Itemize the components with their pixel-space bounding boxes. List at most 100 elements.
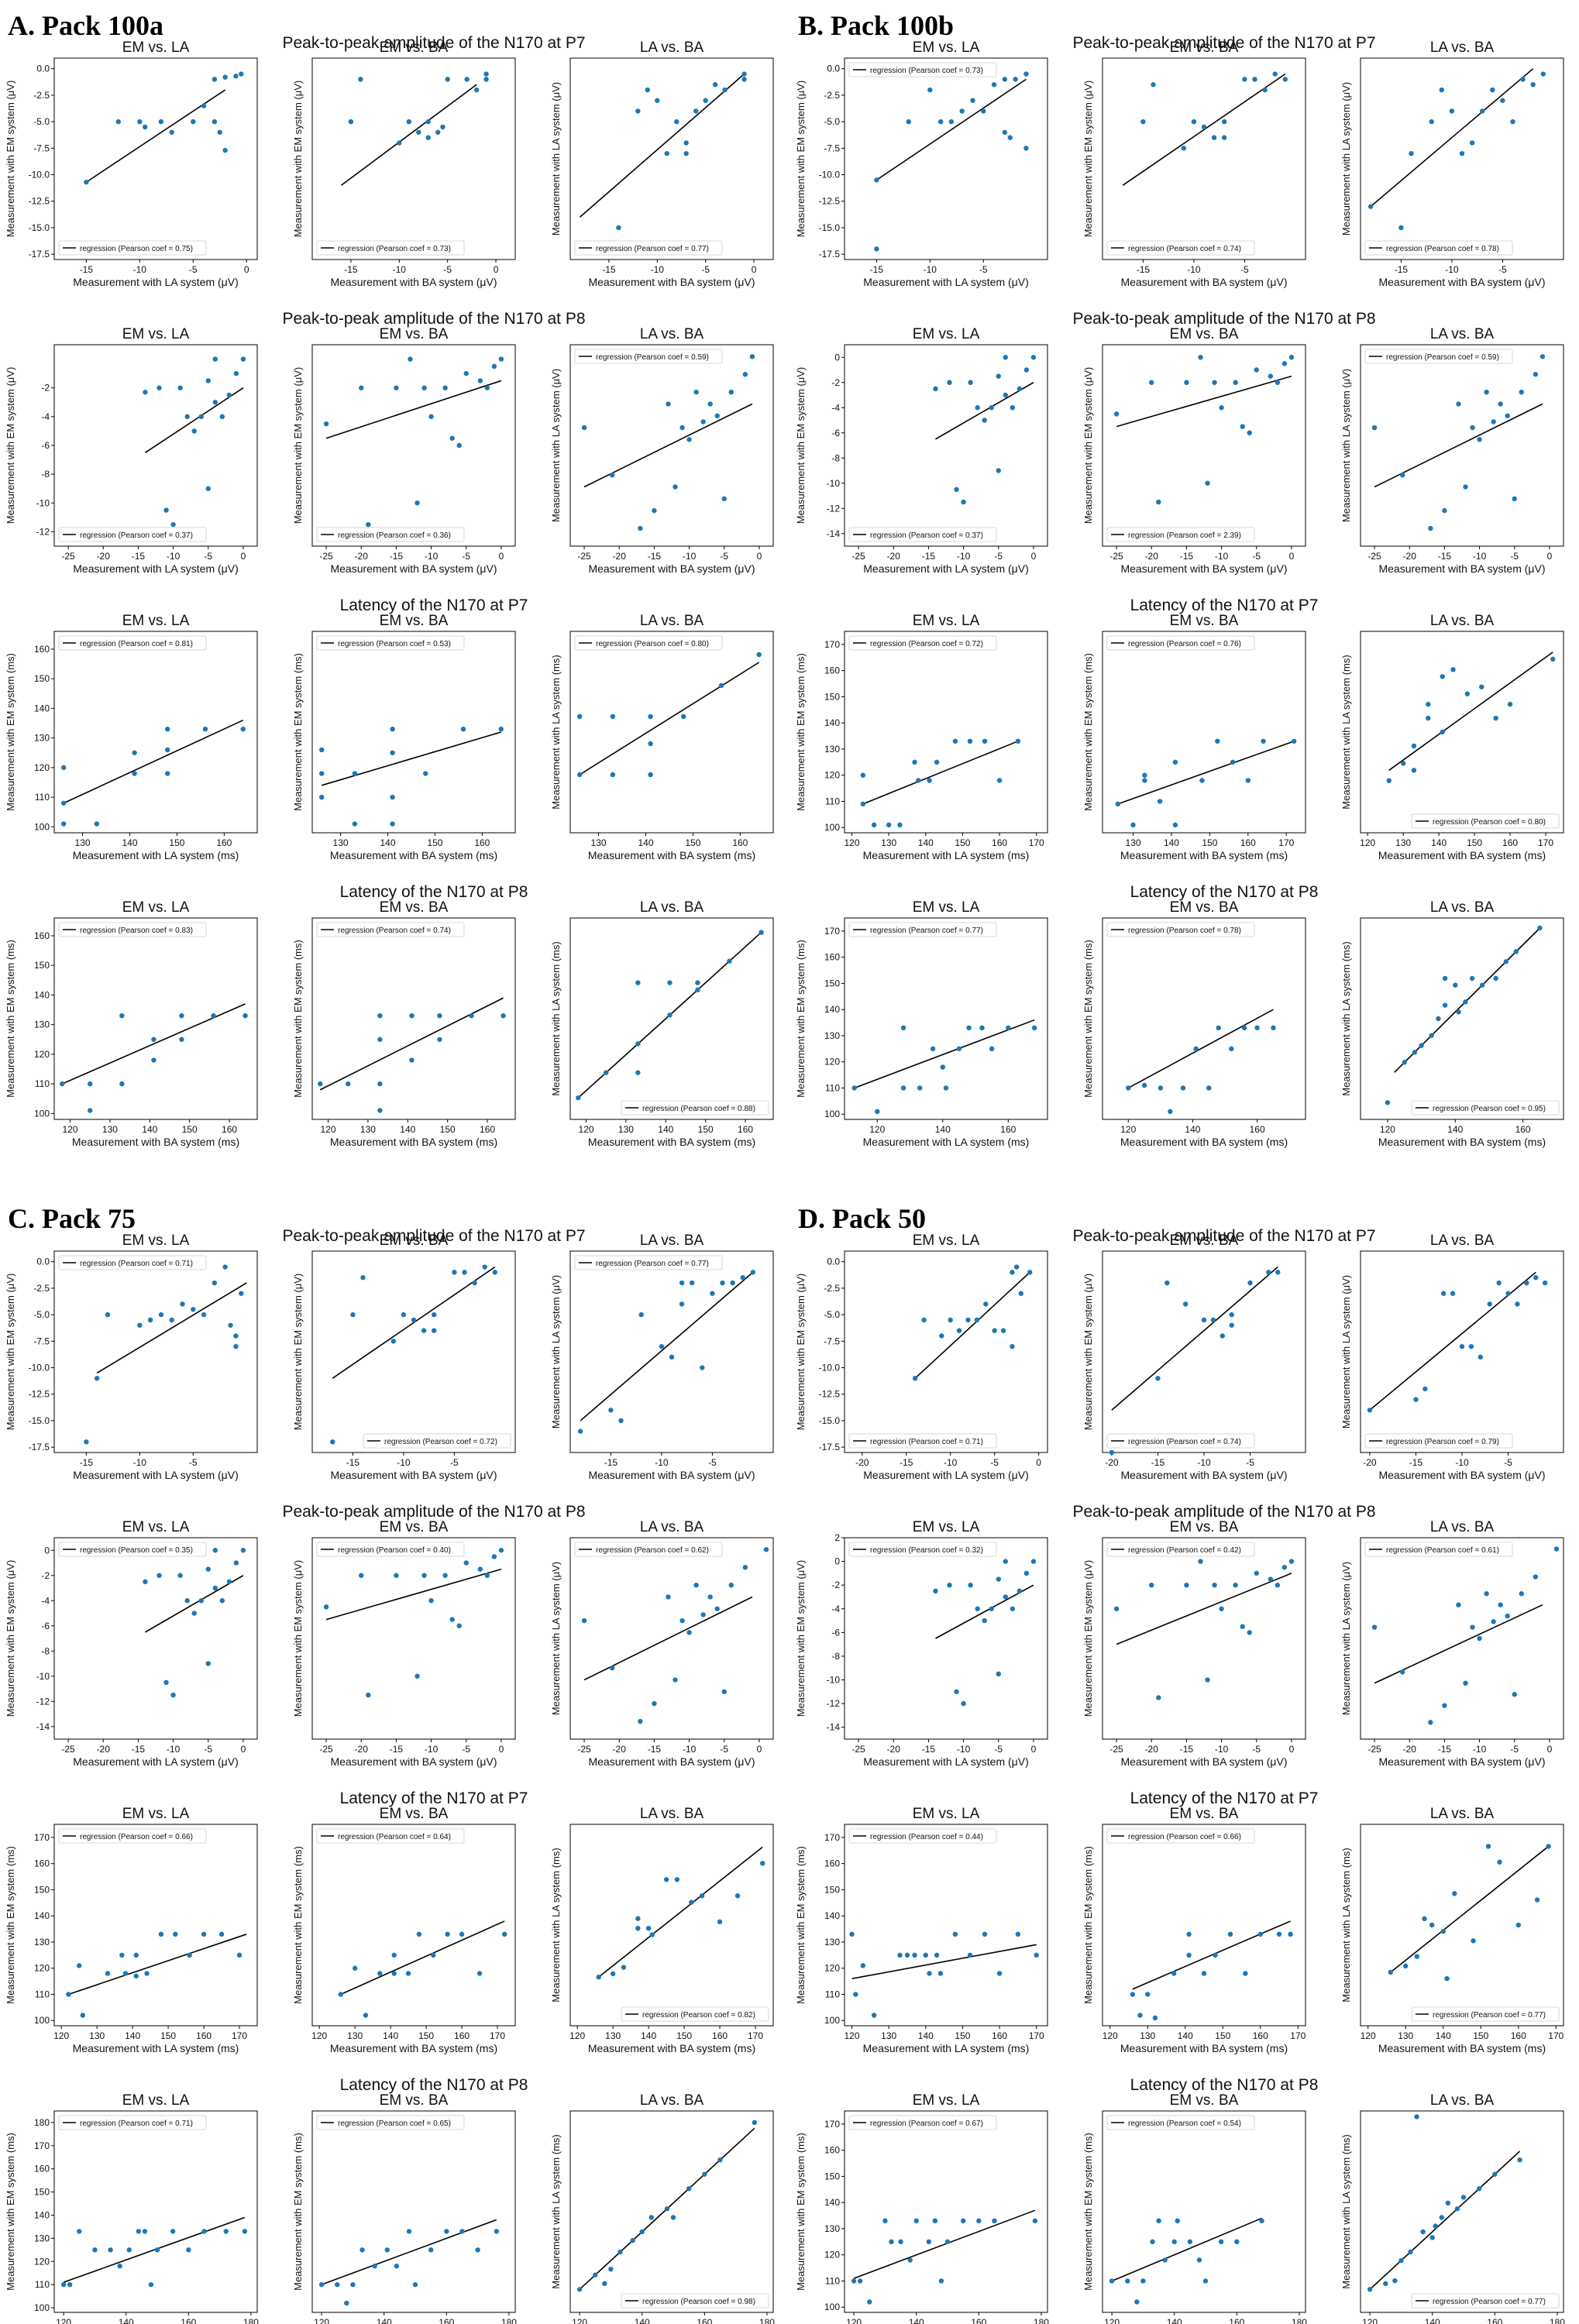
data-point xyxy=(1471,1938,1476,1944)
x-tick-label: -5 xyxy=(701,264,710,275)
data-point xyxy=(1211,135,1217,140)
legend-text: regression (Pearson coef = 0.37) xyxy=(870,531,983,540)
data-point xyxy=(693,389,699,395)
x-axis-label: Measurement with LA system (μV) xyxy=(863,1755,1028,1768)
regression-line xyxy=(580,1271,754,1422)
data-point xyxy=(667,980,673,985)
data-point xyxy=(1449,108,1455,114)
data-point xyxy=(648,741,653,747)
plot-frame xyxy=(311,1537,516,1740)
data-point xyxy=(686,2186,692,2192)
panel-subtitle: LA vs. BA xyxy=(640,1519,704,1535)
legend-text: regression (Pearson coef = 0.77) xyxy=(596,245,709,253)
data-point xyxy=(927,87,933,93)
y-tick-label: 0.0 xyxy=(36,1257,50,1267)
x-axis-label: Measurement with BA system (ms) xyxy=(1120,1136,1288,1148)
plot-frame xyxy=(311,2110,516,2313)
data-point xyxy=(1400,473,1405,478)
x-tick-label: 140 xyxy=(1185,1124,1200,1135)
data-point xyxy=(1187,2239,1193,2245)
data-point xyxy=(875,1109,880,1115)
plot-frame xyxy=(844,917,1048,1120)
y-tick-label: 170 xyxy=(34,2140,50,2151)
x-tick-label: 170 xyxy=(490,2030,505,2041)
data-point xyxy=(1414,2114,1419,2119)
data-point xyxy=(1442,1002,1448,1008)
regression-line xyxy=(1116,1573,1292,1645)
plot-frame xyxy=(844,2110,1048,2313)
x-tick-label: -10 xyxy=(397,1457,411,1468)
regression-line xyxy=(1132,1920,1291,1990)
data-point xyxy=(1524,1280,1529,1286)
data-point xyxy=(1386,778,1392,783)
data-point xyxy=(477,1566,483,1572)
data-point xyxy=(1171,2239,1177,2245)
y-tick-label: -4 xyxy=(831,402,840,413)
data-point xyxy=(1497,1859,1502,1865)
x-tick-label: 150 xyxy=(169,837,184,848)
x-tick-label: -5 xyxy=(1504,1457,1512,1468)
data-point xyxy=(970,98,975,103)
legend-text: regression (Pearson coef = 0.72) xyxy=(870,640,983,648)
x-tick-label: 0 xyxy=(1547,551,1553,562)
legend: regression (Pearson coef = 0.66) xyxy=(1106,1828,1255,1844)
x-tick-label: -15 xyxy=(132,551,146,562)
data-point xyxy=(359,385,364,390)
legend-text: regression (Pearson coef = 0.77) xyxy=(870,927,983,935)
x-tick-label: 150 xyxy=(955,837,970,848)
data-point xyxy=(223,2229,229,2234)
data-point xyxy=(437,1012,442,1019)
data-point xyxy=(1507,701,1513,707)
x-tick-label: -5 xyxy=(720,1744,728,1755)
x-tick-label: 160 xyxy=(732,837,748,848)
data-point xyxy=(686,437,692,442)
y-tick-label: 150 xyxy=(34,960,50,971)
data-point xyxy=(1445,2200,1451,2206)
legend: regression (Pearson coef = 0.61) xyxy=(1364,1542,1513,1557)
data-point xyxy=(390,794,395,800)
plot-frame xyxy=(1102,1824,1306,2027)
plot-frame xyxy=(1102,1537,1306,1740)
x-tick-label: 0 xyxy=(241,1744,246,1755)
legend: regression (Pearson coef = 0.77) xyxy=(574,240,723,256)
data-point xyxy=(700,419,706,425)
data-point xyxy=(1477,1635,1482,1642)
y-tick-label: 120 xyxy=(824,1963,840,1974)
legend: regression (Pearson coef = 0.77) xyxy=(848,922,997,937)
panel-subtitle: EM vs. BA xyxy=(380,2092,449,2109)
data-point xyxy=(1130,1992,1136,1997)
y-tick-label: 160 xyxy=(824,2145,840,2156)
data-point xyxy=(904,1952,910,1958)
data-point xyxy=(1171,1971,1177,1976)
x-tick-label: 160 xyxy=(1000,1124,1016,1135)
data-point xyxy=(576,772,583,778)
y-axis-label: Measurement with LA system (ms) xyxy=(550,2134,562,2288)
pack-label: A. Pack 100a xyxy=(8,10,163,41)
y-axis-label: Measurement with EM system (μV) xyxy=(5,1560,16,1717)
data-point xyxy=(1498,401,1503,407)
legend-text: regression (Pearson coef = 0.72) xyxy=(384,1438,497,1446)
data-point xyxy=(1201,1317,1207,1323)
regression-line xyxy=(319,997,504,1091)
legend: regression (Pearson coef = 0.74) xyxy=(1106,1433,1255,1449)
legend: regression (Pearson coef = 0.95) xyxy=(1411,1100,1560,1116)
plot-frame xyxy=(844,1824,1048,2027)
scatter-panel: EM vs. LA-25 -20 -15 -10 -5 00-2-4-6-8-10-12-… xyxy=(795,326,1048,575)
y-tick-label: 160 xyxy=(34,2164,50,2174)
data-point xyxy=(473,87,480,93)
data-point xyxy=(712,82,718,88)
legend-box xyxy=(621,2293,769,2309)
x-tick-label: 140 xyxy=(918,2030,934,2041)
data-point xyxy=(1241,1025,1247,1031)
data-point xyxy=(236,1952,243,1958)
legend: regression (Pearson coef = 0.42) xyxy=(1106,1542,1255,1557)
data-point xyxy=(1282,77,1288,82)
data-point xyxy=(1003,355,1008,360)
regression-line xyxy=(876,78,1027,181)
